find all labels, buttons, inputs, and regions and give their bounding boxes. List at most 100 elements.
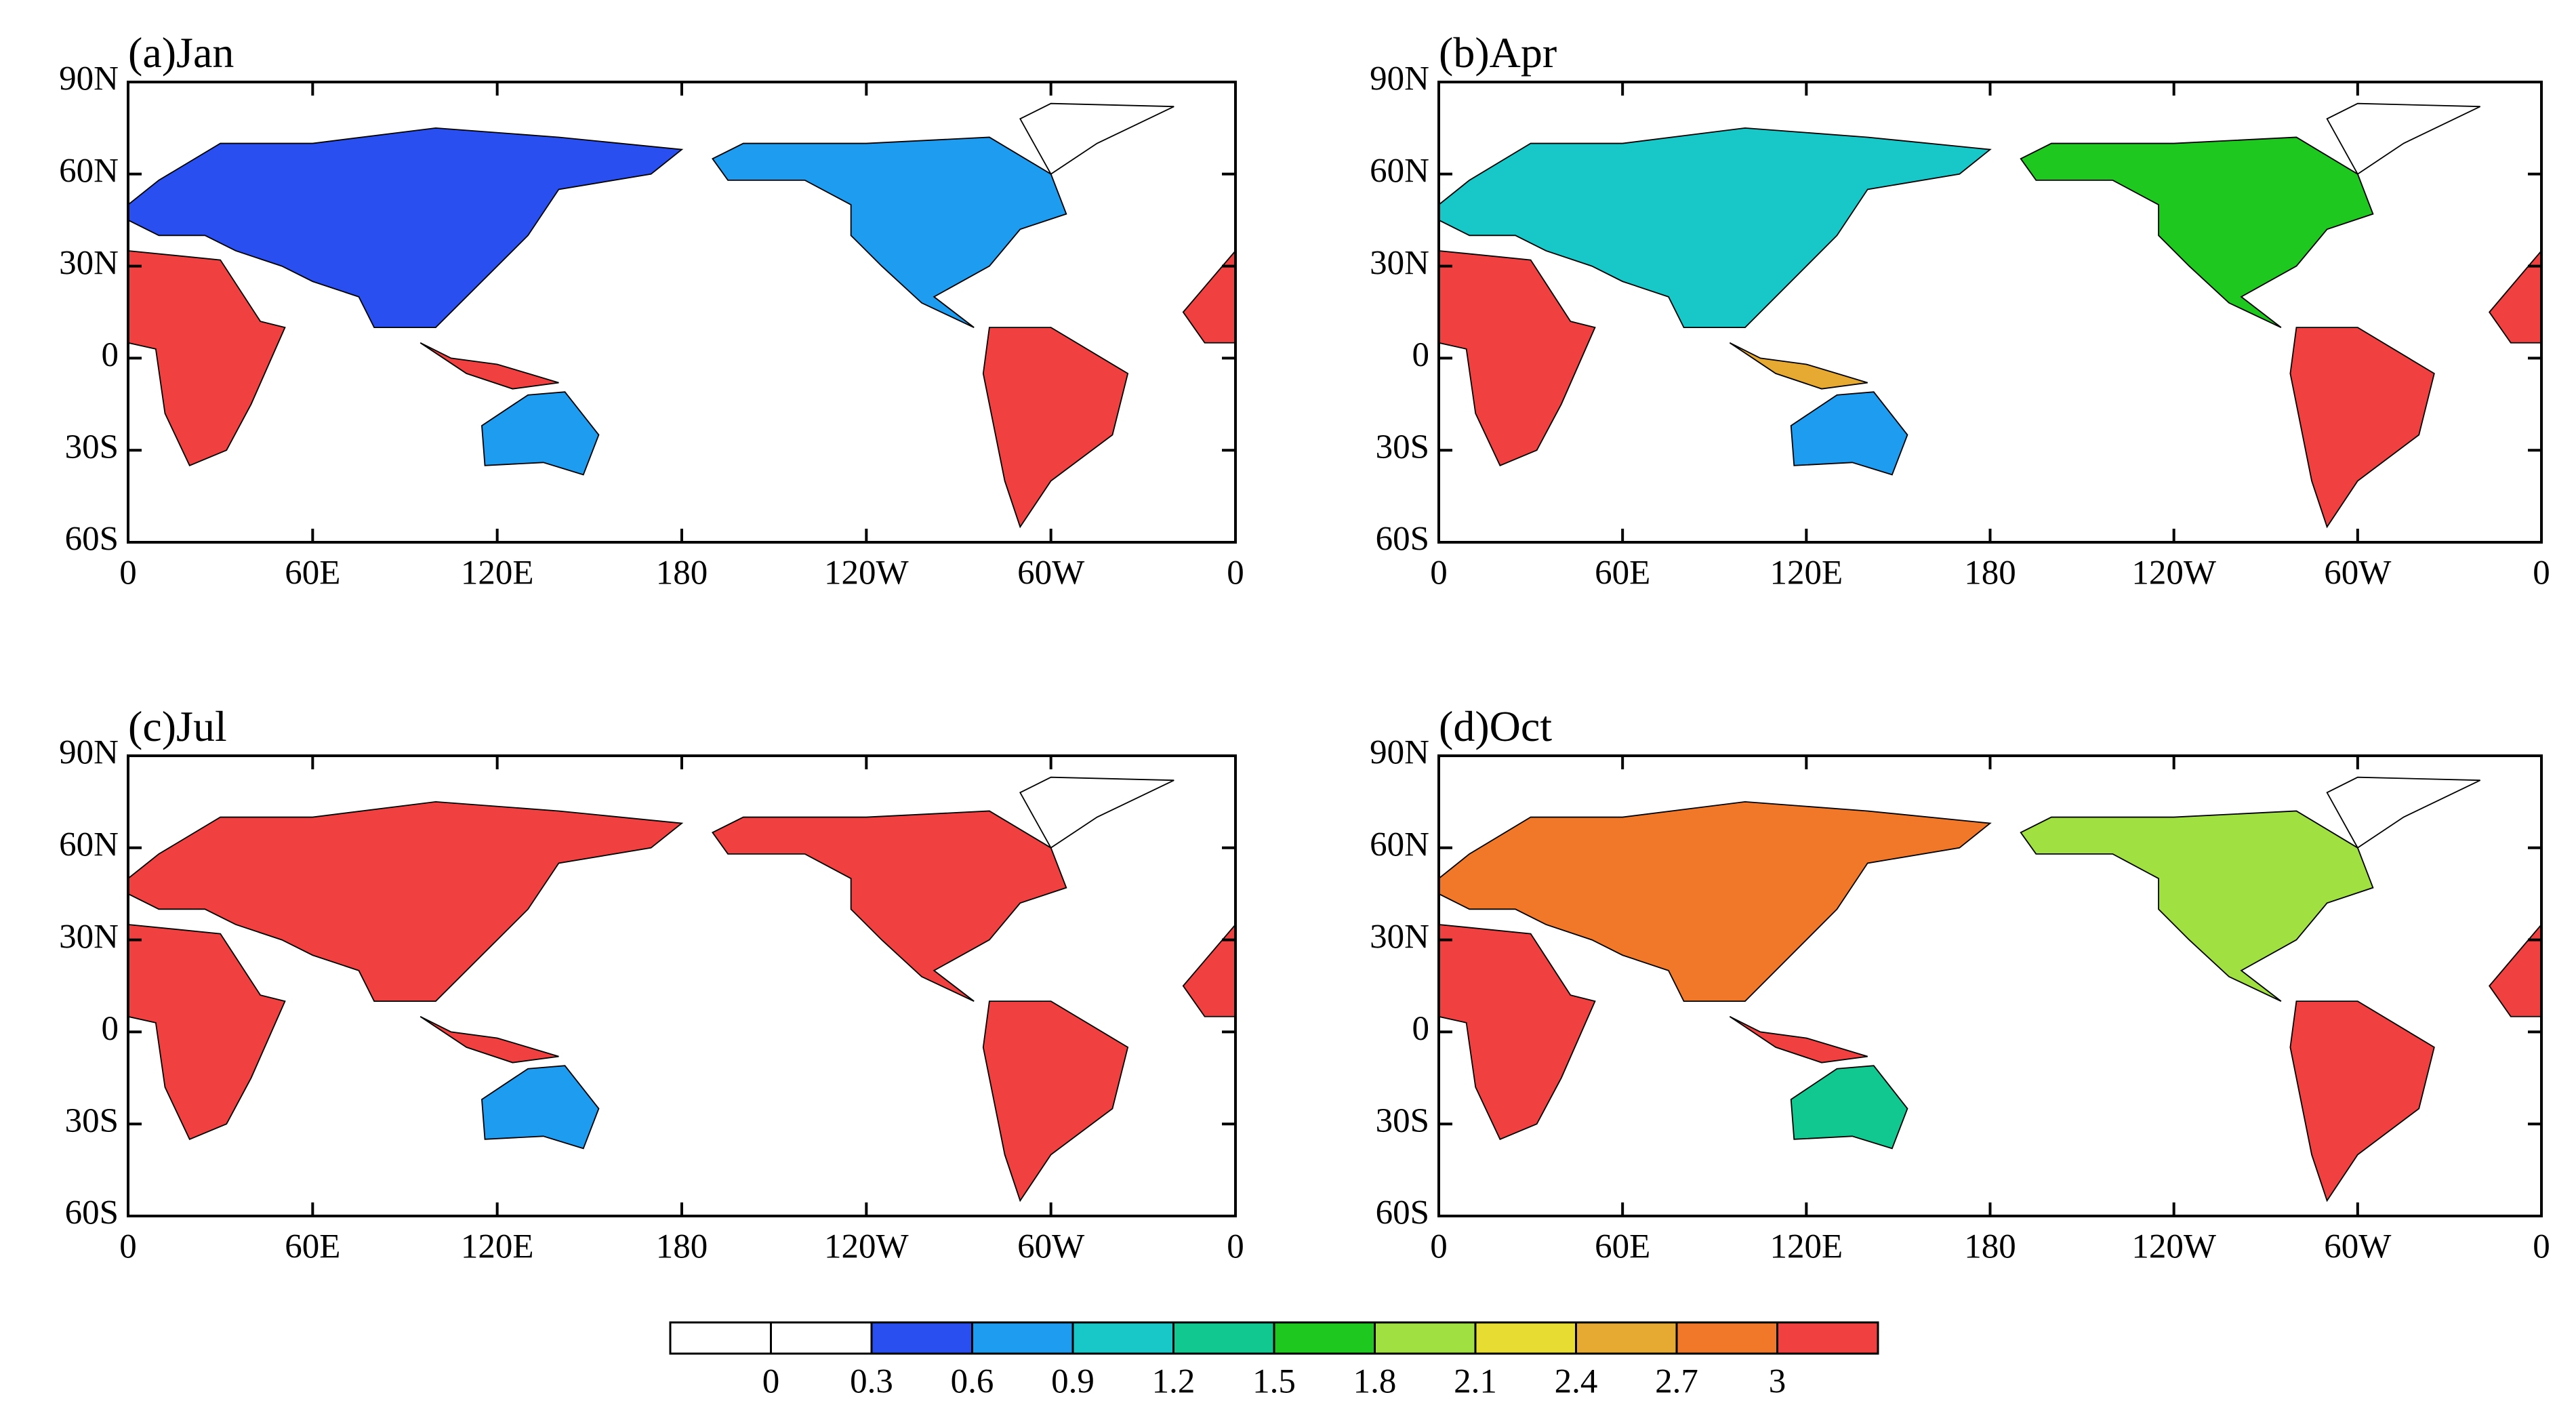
colorbar-label: 2.4 [1555, 1363, 1598, 1401]
x-tick-label: 60E [1595, 1228, 1650, 1266]
colorbar-box [1675, 1321, 1778, 1355]
land-region [128, 127, 684, 329]
greenland [2326, 776, 2481, 849]
colorbar-label: 3 [1769, 1363, 1786, 1401]
greenland [2326, 102, 2481, 176]
land-region [1182, 923, 1236, 1017]
x-tick-label: 0 [1227, 1228, 1244, 1266]
panel-title: (b)Apr [1439, 28, 1557, 77]
panel-title: (a)Jan [128, 28, 234, 77]
colorbar-label: 1.8 [1353, 1363, 1397, 1401]
y-tick-label: 60N [1370, 153, 1429, 190]
land-region [481, 1065, 600, 1150]
panel-title: (d)Oct [1439, 702, 1552, 750]
x-tick-label: 60W [1017, 554, 1085, 592]
y-tick-label: 30S [1376, 428, 1429, 466]
y-tick-label: 0 [102, 336, 119, 374]
colorbar-label: 0 [762, 1363, 780, 1401]
land-region [2489, 923, 2542, 1017]
colorbar-box [971, 1321, 1074, 1355]
x-tick-label: 180 [1964, 1228, 2016, 1266]
y-tick-label: 90N [1370, 60, 1429, 98]
x-tick-label: 60E [285, 1228, 340, 1266]
land-region [2289, 1000, 2435, 1202]
x-tick-label: 0 [2533, 1228, 2550, 1266]
x-tick-label: 120E [1770, 1228, 1843, 1266]
y-tick-label: 30S [1376, 1102, 1429, 1140]
colorbar-box [1071, 1321, 1174, 1355]
y-tick-label: 60S [65, 1194, 119, 1232]
colorbar-box [770, 1321, 873, 1355]
greenland [1019, 776, 1174, 849]
x-tick-label: 0 [119, 554, 137, 592]
y-tick-label: 60N [59, 826, 119, 864]
x-tick-label: 0 [1430, 1228, 1448, 1266]
colorbar-label: 0.9 [1051, 1363, 1095, 1401]
y-tick-label: 30S [65, 428, 119, 466]
land-region [1790, 391, 1908, 476]
land-region [481, 391, 600, 476]
x-tick-label: 180 [656, 554, 708, 592]
x-tick-label: 60E [1595, 554, 1650, 592]
colorbar-box [870, 1321, 973, 1355]
map-panel: (c)Jul 0 60E 120E 180 120W 60W 0 90N 60N 30N 0 30S 60… [59, 702, 1244, 1266]
x-tick-label: 120W [2131, 1228, 2217, 1266]
y-tick-label: 30N [59, 244, 119, 282]
y-tick-label: 60N [59, 153, 119, 190]
y-tick-label: 90N [59, 60, 119, 98]
land-region [420, 342, 559, 390]
colorbar-box [1575, 1321, 1678, 1355]
land [1439, 102, 2542, 529]
y-tick-label: 0 [1412, 336, 1430, 374]
y-tick-label: 90N [1370, 734, 1429, 772]
land-region [712, 136, 1067, 328]
land-region [982, 1000, 1129, 1202]
land-region [1439, 924, 1596, 1141]
colorbar-label: 2.7 [1655, 1363, 1698, 1401]
land-region [1729, 1015, 1868, 1064]
land-region [128, 801, 684, 1002]
y-tick-label: 30N [1370, 244, 1429, 282]
land-region [1439, 801, 1992, 1002]
colorbar: 0 0.3 0.6 0.9 1.2 1.5 1.8 2.1 2.4 2.7 3 [669, 1321, 1879, 1401]
x-tick-label: 60W [2324, 554, 2392, 592]
x-tick-label: 120E [461, 554, 534, 592]
land-region [1729, 342, 1868, 390]
y-tick-label: 0 [1412, 1010, 1430, 1048]
land-region [2020, 810, 2374, 1002]
land-region [128, 250, 286, 467]
colorbar-box [669, 1321, 772, 1355]
map-panel: (a)Jan 0 60E 120E 180 120W 60W 0 90N 60N 30N 0 30S 60… [59, 28, 1244, 592]
colorbar-label: 0.6 [951, 1363, 994, 1401]
x-tick-label: 120E [461, 1228, 534, 1266]
land-region [712, 810, 1067, 1002]
x-tick-label: 0 [1227, 554, 1244, 592]
y-tick-label: 90N [59, 734, 119, 772]
x-tick-label: 60W [1017, 1228, 1085, 1266]
land-region [2289, 327, 2435, 529]
x-tick-label: 120W [824, 554, 909, 592]
land-region [1790, 1065, 1908, 1150]
colorbar-box [1474, 1321, 1577, 1355]
x-tick-label: 60W [2324, 1228, 2392, 1266]
x-tick-label: 60E [285, 554, 340, 592]
colorbar-label: 2.1 [1454, 1363, 1497, 1401]
x-tick-label: 0 [119, 1228, 137, 1266]
land-region [1439, 127, 1992, 329]
land-region [1439, 250, 1596, 467]
land [128, 102, 1236, 529]
y-tick-label: 60S [65, 521, 119, 559]
x-tick-label: 180 [656, 1228, 708, 1266]
land-region [2020, 136, 2374, 328]
land-region [2489, 249, 2542, 344]
panel-title: (c)Jul [128, 702, 227, 750]
land-region [420, 1015, 559, 1064]
y-tick-label: 0 [102, 1010, 119, 1048]
x-tick-label: 120E [1770, 554, 1843, 592]
y-tick-label: 30N [59, 918, 119, 956]
land-region [982, 327, 1129, 529]
land [1439, 776, 2542, 1202]
y-tick-label: 60S [1376, 1194, 1429, 1232]
colorbar-label: 1.2 [1152, 1363, 1195, 1401]
